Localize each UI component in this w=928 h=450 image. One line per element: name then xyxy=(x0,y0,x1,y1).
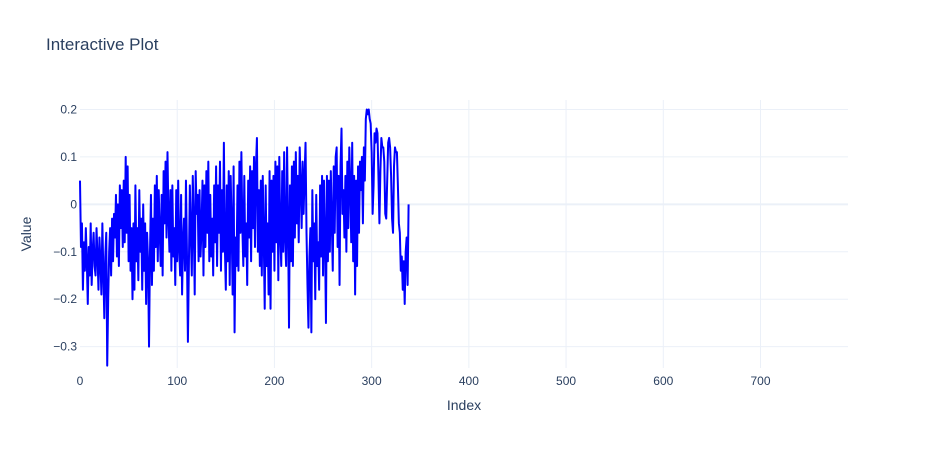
y-axis-title: Value xyxy=(18,216,34,251)
y-tick-label: 0.1 xyxy=(60,150,77,164)
x-tick-label: 700 xyxy=(750,374,770,388)
y-tick-label: −0.2 xyxy=(53,292,77,306)
x-axis-ticks: 0 100 200 300 400 500 600 700 xyxy=(77,374,771,388)
x-tick-label: 300 xyxy=(362,374,382,388)
x-tick-label: 500 xyxy=(556,374,576,388)
x-tick-label: 0 xyxy=(77,374,84,388)
x-tick-label: 100 xyxy=(167,374,187,388)
y-tick-label: 0 xyxy=(70,197,77,211)
y-tick-label: 0.2 xyxy=(60,102,77,116)
y-tick-label: −0.3 xyxy=(53,340,77,354)
x-tick-label: 600 xyxy=(653,374,673,388)
y-tick-label: −0.1 xyxy=(53,245,77,259)
series-line xyxy=(79,108,410,367)
x-axis-title: Index xyxy=(447,397,481,413)
x-tick-label: 400 xyxy=(459,374,479,388)
y-axis-ticks: −0.3 −0.2 −0.1 0 0.1 0.2 xyxy=(53,102,77,353)
chart-title: Interactive Plot xyxy=(46,35,159,54)
series-layer xyxy=(79,108,410,367)
x-tick-label: 200 xyxy=(264,374,284,388)
